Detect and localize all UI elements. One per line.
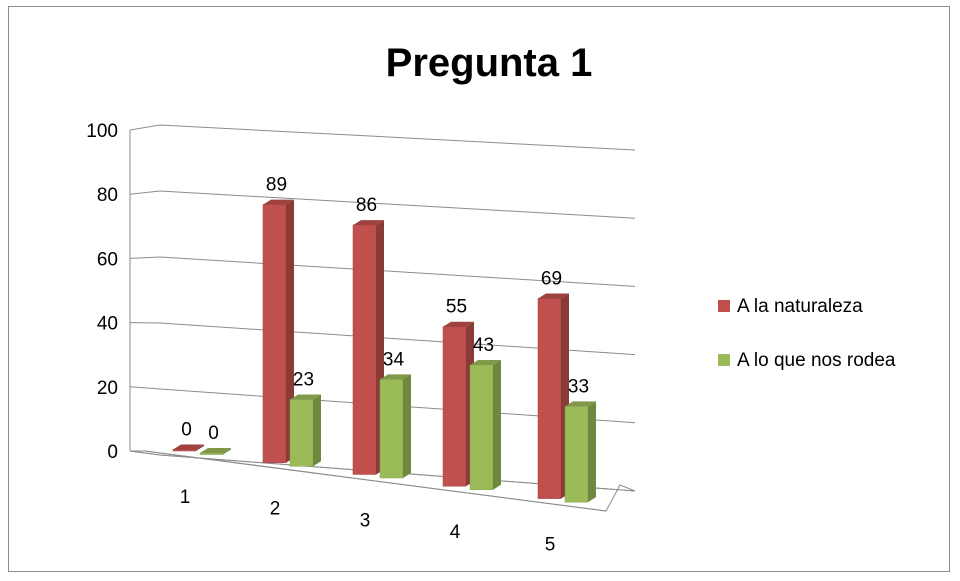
legend-label: A lo que nos rodea	[737, 350, 896, 371]
gridline	[129, 190, 636, 219]
y-tick-label: 20	[97, 378, 118, 399]
data-label: 34	[383, 349, 405, 370]
bar-top	[470, 360, 501, 366]
bar-top	[173, 444, 204, 450]
bar-top	[380, 374, 411, 380]
x-tick-label: 3	[360, 510, 371, 531]
legend-swatch	[718, 300, 730, 312]
legend-swatch	[718, 354, 730, 366]
bar-naturaleza	[172, 449, 197, 452]
bar-side	[196, 444, 204, 451]
y-tick-label: 40	[97, 314, 118, 335]
bar-top	[443, 321, 474, 327]
bar-naturaleza	[537, 298, 562, 499]
bar-side	[313, 394, 321, 467]
bar-side	[286, 199, 294, 463]
gridline	[129, 256, 636, 287]
bar-naturaleza	[442, 326, 467, 487]
y-tick-label: 80	[97, 185, 118, 206]
y-tick-label: 100	[86, 121, 118, 142]
bar-rodea	[379, 379, 404, 479]
bar-top	[290, 394, 321, 400]
bar-naturaleza	[352, 224, 377, 475]
data-label: 69	[541, 269, 562, 290]
data-label: 43	[473, 335, 494, 356]
x-tick-label: 2	[270, 499, 281, 520]
gridline	[129, 124, 636, 151]
x-tick-label: 4	[450, 522, 461, 543]
bar-top	[200, 448, 231, 454]
x-tick-label: 1	[180, 487, 191, 508]
y-tick-label: 0	[107, 442, 118, 463]
y-tick-label: 60	[97, 249, 118, 270]
bar-side	[223, 448, 231, 455]
x-axis-line	[144, 450, 607, 512]
chart-title: Pregunta 1	[385, 41, 593, 85]
bar-top	[538, 293, 569, 299]
bar-side	[403, 374, 411, 478]
bar-rodea	[289, 399, 314, 467]
data-label: 55	[446, 297, 467, 318]
data-label: 23	[293, 370, 314, 391]
x-tick-label: 5	[545, 534, 556, 555]
data-label: 0	[208, 423, 219, 444]
data-label: 0	[181, 420, 192, 441]
data-label: 89	[266, 175, 287, 196]
legend-label: A la naturaleza	[737, 296, 863, 317]
data-label: 86	[356, 195, 377, 216]
bar-top	[353, 220, 384, 226]
bar-rodea	[564, 406, 589, 503]
gridline	[129, 322, 636, 356]
bar-side	[588, 401, 596, 503]
bar-naturaleza	[262, 204, 287, 463]
bar-side	[493, 360, 501, 490]
bar-top	[565, 401, 596, 407]
bar-rodea	[469, 364, 494, 490]
data-label: 33	[568, 376, 589, 397]
bar-rodea	[199, 452, 224, 455]
bar-top	[263, 199, 294, 205]
